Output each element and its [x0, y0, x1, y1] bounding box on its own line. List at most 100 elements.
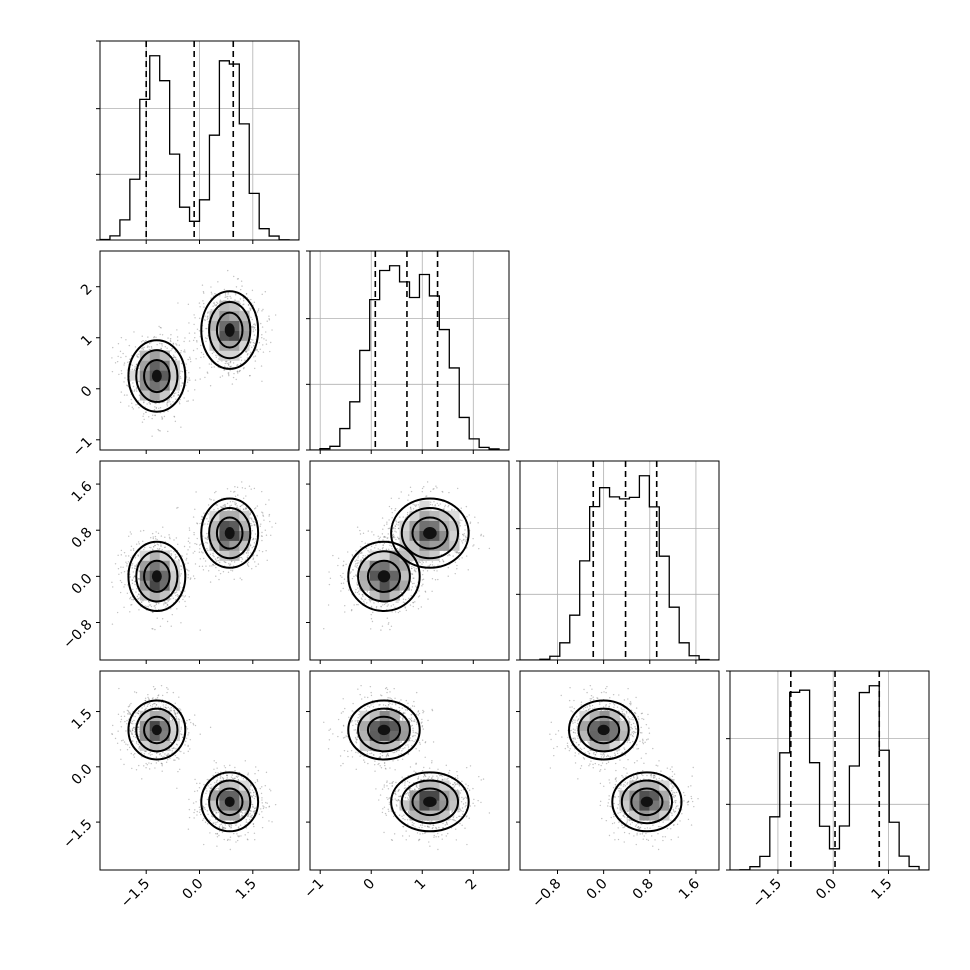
- sample-point: [205, 327, 207, 330]
- sample-point: [245, 350, 247, 353]
- sample-point: [448, 491, 450, 494]
- sample-point: [192, 399, 194, 401]
- sample-point: [254, 329, 257, 331]
- sample-point: [252, 557, 255, 559]
- sample-point: [120, 581, 123, 584]
- sample-point: [169, 404, 172, 406]
- sample-point: [355, 566, 358, 568]
- sample-point: [196, 348, 198, 350]
- sample-point: [202, 353, 205, 356]
- sample-point: [181, 382, 183, 384]
- sample-point: [213, 302, 215, 304]
- sample-point: [261, 531, 263, 534]
- sample-point: [166, 602, 168, 604]
- sample-point: [382, 604, 384, 606]
- sample-point: [166, 620, 169, 623]
- sample-point: [120, 391, 123, 393]
- sample-point: [180, 385, 182, 387]
- sample-point: [173, 392, 176, 395]
- sample-point: [249, 545, 252, 547]
- sample-point: [169, 598, 172, 600]
- sample-point: [195, 358, 197, 360]
- sample-point: [223, 369, 225, 371]
- sample-point: [203, 318, 206, 321]
- sample-point: [206, 372, 209, 374]
- sample-point: [138, 593, 140, 596]
- sample-point: [229, 365, 232, 368]
- sample-point: [119, 401, 122, 404]
- sample-point: [131, 389, 134, 392]
- sample-point: [203, 557, 205, 560]
- sample-point: [175, 537, 178, 539]
- sample-point: [198, 551, 201, 553]
- sample-point: [171, 347, 173, 350]
- sample-point: [120, 566, 122, 568]
- sample-point: [169, 537, 171, 540]
- sample-point: [173, 592, 176, 594]
- sample-point: [356, 582, 358, 584]
- sample-point: [142, 348, 145, 351]
- sample-point: [143, 346, 145, 349]
- sample-point: [421, 487, 424, 490]
- sample-point: [237, 372, 239, 374]
- sample-point: [402, 598, 405, 600]
- sample-point: [262, 515, 265, 517]
- sample-point: [200, 356, 202, 359]
- sample-point: [228, 563, 230, 565]
- sample-point: [387, 527, 390, 530]
- sample-point: [120, 370, 123, 372]
- sample-point: [176, 608, 178, 610]
- sample-point: [111, 581, 113, 584]
- sample-point: [142, 529, 145, 532]
- sample-point: [177, 595, 179, 598]
- sample-point: [135, 591, 137, 593]
- sample-point: [443, 506, 446, 508]
- sample-point: [213, 499, 215, 501]
- sample-point: [133, 390, 136, 392]
- sample-point: [123, 364, 125, 366]
- sample-point: [114, 362, 117, 364]
- sample-point: [356, 603, 358, 606]
- sample-point: [250, 488, 252, 490]
- sample-point: [251, 520, 254, 522]
- sample-point: [126, 563, 128, 565]
- sample-point: [219, 572, 222, 575]
- sample-point: [241, 285, 243, 287]
- sample-point: [251, 318, 253, 321]
- sample-point: [201, 284, 204, 286]
- sample-point: [266, 320, 268, 322]
- sample-point: [148, 416, 150, 418]
- sample-point: [253, 356, 255, 358]
- sample-point: [187, 562, 189, 564]
- sample-point: [253, 554, 255, 556]
- sample-point: [381, 533, 384, 535]
- sample-point: [219, 299, 222, 301]
- sample-point: [203, 302, 205, 305]
- sample-point: [196, 341, 198, 343]
- sample-point: [176, 594, 179, 596]
- sample-point: [173, 356, 175, 359]
- sample-point: [206, 371, 209, 373]
- sample-point: [170, 349, 172, 352]
- sample-point: [111, 370, 114, 373]
- sample-point: [188, 527, 191, 529]
- sample-point: [258, 549, 261, 552]
- sample-point: [166, 405, 169, 407]
- sample-point: [173, 416, 176, 418]
- sample-point: [141, 421, 144, 423]
- sample-point: [260, 523, 262, 525]
- sample-point: [193, 323, 195, 326]
- sample-point: [137, 541, 140, 543]
- sample-point: [217, 559, 219, 562]
- sample-point: [183, 397, 185, 399]
- sample-point: [437, 578, 439, 581]
- sample-point: [150, 345, 153, 348]
- sample-point: [154, 414, 156, 417]
- sample-point: [488, 547, 491, 550]
- sample-point: [134, 565, 136, 567]
- sample-point: [225, 361, 228, 363]
- sample-point: [163, 600, 166, 603]
- sample-point: [182, 594, 184, 597]
- sample-point: [188, 377, 190, 379]
- sample-point: [224, 362, 226, 365]
